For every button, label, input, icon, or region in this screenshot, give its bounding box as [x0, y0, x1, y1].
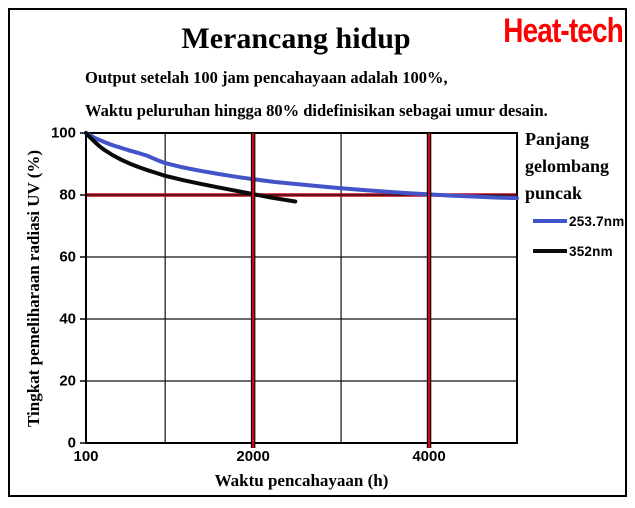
page-title: Merancang hidup [181, 22, 411, 55]
y-tick-label: 40 [59, 310, 76, 328]
line-chart [80, 131, 519, 448]
legend-title: Panjang gelombang puncak [525, 129, 610, 203]
legend-item-253.7nm: 253.7nm [533, 213, 624, 229]
legend-label: 352nm [569, 243, 613, 259]
x-tick-label: 100 [73, 448, 99, 465]
y-tick-label: 60 [59, 248, 76, 266]
figure-frame: Merancang hidup Heat-tech Output setelah… [8, 8, 627, 497]
y-tick-label: 20 [59, 372, 76, 390]
plot-area [80, 131, 519, 448]
subtitle-line-2: Waktu peluruhan hingga 80% didefinisikan… [85, 101, 548, 120]
legend-item-352nm: 352nm [533, 243, 613, 259]
legend-label: 253.7nm [569, 213, 625, 229]
legend-swatch-line [533, 249, 567, 253]
y-tick-label: 100 [50, 124, 76, 142]
legend-swatch-line [533, 219, 567, 223]
x-tick-label: 2000 [236, 448, 270, 465]
subtitle-line-1: Output setelah 100 jam pencahayaan adala… [85, 68, 448, 87]
plot-border [85, 132, 518, 444]
y-tick-label: 80 [59, 186, 76, 204]
y-axis-label: Tingkat pemeliharaan radiasi UV (%) [24, 149, 43, 427]
series-line-352nm [84, 131, 298, 204]
brand-logo: Heat-tech [503, 12, 623, 50]
series-line-253.7nm [84, 131, 519, 201]
x-tick-label: 4000 [412, 448, 446, 465]
x-axis-label: Waktu pencahayaan (h) [214, 471, 389, 490]
y-tick-label: 0 [67, 434, 76, 452]
